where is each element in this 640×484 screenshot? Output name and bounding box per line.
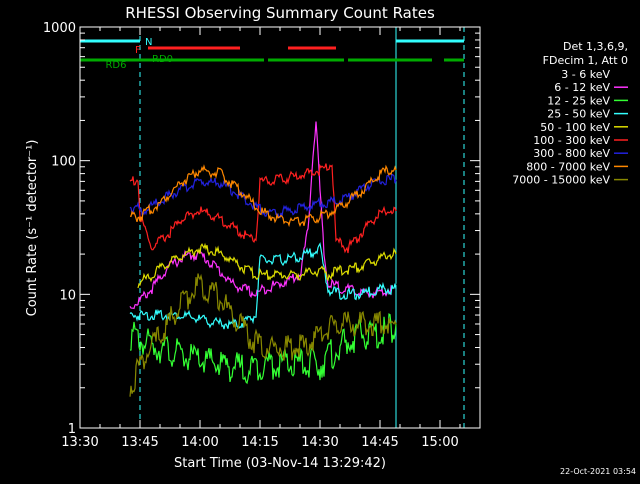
legend-header-line: Det 1,3,6,9, (563, 40, 628, 53)
y-axis-label: Count Rate (s⁻¹ detector⁻¹) (25, 140, 40, 317)
x-tick-label: 14:00 (181, 435, 218, 450)
legend-entry-label: 50 - 100 keV (540, 121, 610, 134)
chart-title: RHESSI Observing Summary Count Rates (125, 4, 435, 22)
y-tick-label: 1000 (43, 21, 76, 36)
x-tick-label: 14:15 (241, 435, 278, 450)
legend-entry-label: 100 - 300 keV (533, 134, 610, 147)
legend-entry-label: 6 - 12 keV (554, 81, 610, 94)
y-tick-label: 10 (59, 288, 76, 303)
legend-entry-label: 3 - 6 keV (561, 68, 610, 81)
flare-bar-label: F (135, 45, 141, 56)
x-tick-label: 13:30 (61, 435, 98, 450)
x-tick-label: 14:45 (361, 435, 398, 450)
legend-entry-label: 300 - 800 keV (533, 147, 610, 160)
legend-entry-label: 800 - 7000 keV (526, 160, 610, 173)
legend-entry-label: 7000 - 15000 keV (512, 174, 610, 187)
series-line-4 (129, 242, 397, 330)
night-bar-label: N (145, 37, 152, 48)
rd6-label: RD6 (105, 60, 126, 71)
x-tick-label: 13:45 (121, 435, 158, 450)
x-tick-label: 15:00 (421, 435, 458, 450)
legend-entry-label: 12 - 25 keV (547, 94, 610, 107)
series-line-9 (129, 273, 397, 397)
generated-timestamp: 22-Oct-2021 03:54 (560, 467, 636, 476)
series-line-7 (129, 173, 397, 219)
rd0-label: RD0 (152, 54, 173, 65)
series-line-5 (137, 242, 397, 289)
series-line-2 (129, 121, 393, 310)
series-line-6 (129, 163, 397, 254)
x-tick-label: 14:30 (301, 435, 338, 450)
series-line-8 (129, 164, 397, 228)
x-axis-label: Start Time (03-Nov-14 13:29:42) (174, 456, 386, 471)
series-line-3 (129, 313, 397, 385)
y-tick-label: 100 (51, 155, 76, 170)
legend-entry-label: 25 - 50 keV (547, 108, 610, 121)
legend-header-line: FDecim 1, Att 0 (543, 54, 628, 67)
y-tick-label: 1 (68, 422, 76, 437)
series-line-1 (129, 147, 397, 290)
